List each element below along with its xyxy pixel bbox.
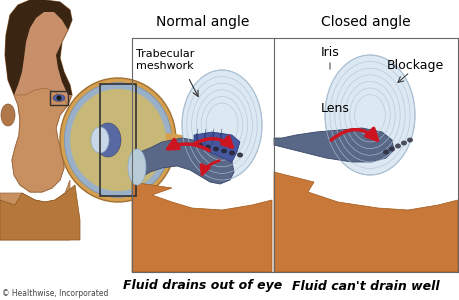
Ellipse shape	[388, 146, 394, 152]
Ellipse shape	[196, 142, 202, 148]
Text: © Healthwise, Incorporated: © Healthwise, Incorporated	[2, 289, 108, 298]
Text: Blockage: Blockage	[386, 58, 442, 71]
Ellipse shape	[325, 55, 414, 175]
Ellipse shape	[382, 149, 388, 154]
Ellipse shape	[70, 89, 166, 191]
Ellipse shape	[128, 149, 146, 185]
Polygon shape	[132, 230, 271, 272]
Ellipse shape	[53, 94, 65, 101]
Polygon shape	[274, 172, 457, 272]
Polygon shape	[194, 132, 240, 162]
Ellipse shape	[400, 140, 406, 146]
Polygon shape	[0, 180, 70, 240]
Text: Fluid drains out of eye: Fluid drains out of eye	[123, 280, 282, 292]
Polygon shape	[132, 138, 234, 184]
Polygon shape	[274, 128, 393, 162]
Text: Lens: Lens	[320, 101, 349, 115]
Polygon shape	[132, 182, 271, 272]
Polygon shape	[274, 230, 457, 272]
Ellipse shape	[205, 145, 211, 149]
Polygon shape	[5, 0, 72, 95]
Ellipse shape	[91, 127, 109, 153]
Polygon shape	[274, 38, 457, 272]
Text: Fluid can't drain well: Fluid can't drain well	[291, 280, 439, 292]
Ellipse shape	[60, 78, 176, 202]
Polygon shape	[12, 88, 68, 192]
Ellipse shape	[1, 104, 15, 126]
Ellipse shape	[182, 70, 262, 180]
Polygon shape	[0, 185, 80, 240]
Text: Normal angle: Normal angle	[156, 15, 249, 29]
Ellipse shape	[406, 137, 412, 142]
Ellipse shape	[56, 95, 62, 101]
Ellipse shape	[229, 151, 235, 155]
Polygon shape	[132, 38, 271, 272]
Ellipse shape	[220, 148, 226, 154]
Text: Closed angle: Closed angle	[320, 15, 410, 29]
Ellipse shape	[394, 143, 400, 148]
Polygon shape	[158, 132, 188, 148]
Ellipse shape	[236, 152, 242, 158]
Ellipse shape	[95, 123, 121, 157]
Ellipse shape	[64, 83, 171, 197]
Ellipse shape	[213, 146, 218, 152]
Polygon shape	[5, 0, 72, 192]
Text: Trabecular
meshwork: Trabecular meshwork	[135, 49, 194, 71]
Polygon shape	[12, 102, 42, 192]
Text: Iris: Iris	[320, 46, 339, 59]
